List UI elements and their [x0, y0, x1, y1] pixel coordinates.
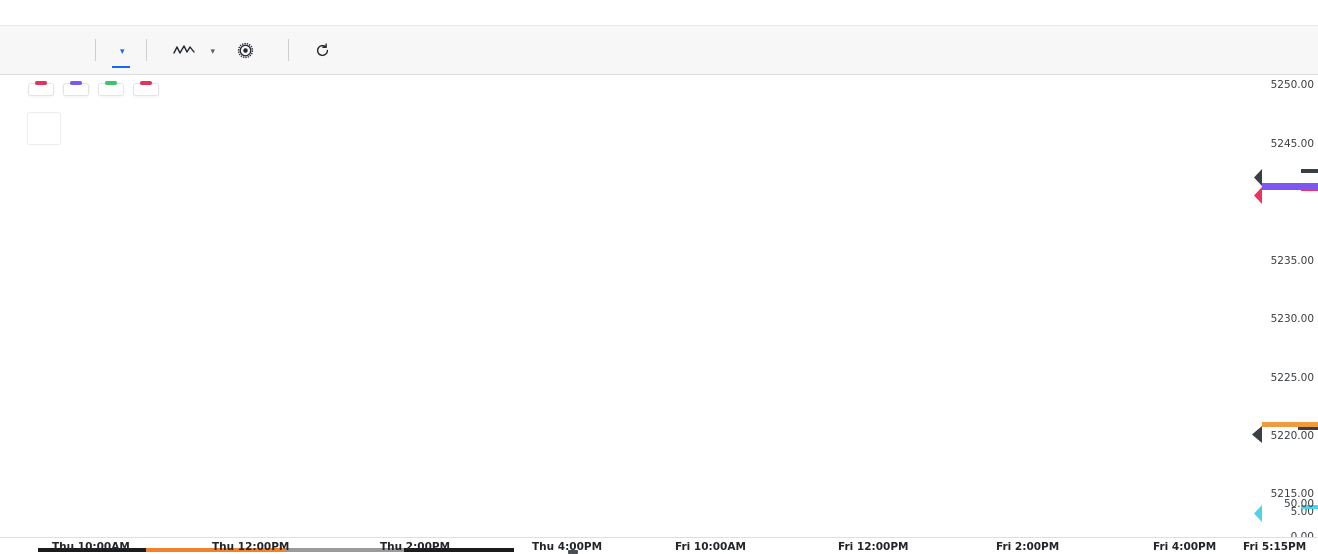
x-tick-label: Thu 12:00PM [212, 541, 290, 553]
range-bar-black [404, 548, 514, 552]
y-tick-label: 5235.00 [1270, 255, 1314, 267]
range-tab-custom[interactable]: ▾ [109, 33, 133, 68]
crosshair-price-pill [1301, 169, 1318, 173]
sma-price-marker [1262, 183, 1318, 190]
chevron-down-icon: ▾ [210, 45, 216, 56]
reset-icon [315, 42, 330, 58]
ohlc-table [36, 119, 48, 137]
compare-button[interactable] [48, 33, 82, 67]
y-tick-label: 5230.00 [1270, 313, 1314, 325]
y-tick-label: 50.00 [1283, 498, 1314, 510]
x-tick-label: Fri 4:00PM [1153, 541, 1217, 553]
stoch-pill-notch [1254, 505, 1262, 522]
macd-pill-notch [1252, 426, 1262, 443]
ohlc-key [36, 134, 48, 137]
settings-button[interactable] [228, 33, 275, 67]
chart-type-button[interactable]: ▾ [160, 33, 229, 67]
legend-chip-ema50-b[interactable] [133, 81, 159, 96]
toolbar-divider [95, 39, 96, 61]
chart-toolbar: ▾ ▾ [0, 25, 1318, 75]
macd-value-pill [1298, 426, 1318, 430]
x-tick-label: Thu 4:00PM [532, 541, 603, 553]
x-tick-label: Fri 5:15PM [1243, 541, 1307, 553]
chart-svg [0, 75, 1318, 554]
x-axis: Thu 10:00AM Thu 12:00PM Thu 2:00PM Thu 4… [0, 537, 1318, 554]
line-chart-icon [172, 43, 195, 57]
y-tick-label: 5215.00 [1270, 488, 1314, 500]
x-tick-label: Fri 12:00PM [838, 541, 909, 553]
legend-chip-ixic[interactable] [28, 81, 54, 96]
legend-chip-sma50[interactable] [63, 81, 89, 96]
reset-button[interactable] [302, 33, 351, 67]
y-tick-label: 5250.00 [1270, 79, 1314, 91]
y-tick-label: 5225.00 [1270, 372, 1314, 384]
active-tab-underline [112, 65, 130, 68]
y-tick-label: 5.00 [1290, 506, 1314, 518]
quote-header [0, 0, 1318, 25]
range-bar-gray [286, 548, 408, 552]
legend-color-bar [140, 81, 152, 85]
legend-chip-ema50-a[interactable] [98, 81, 124, 96]
x-tick-label: Thu 10:00AM [52, 541, 130, 553]
macd-signal-marker [1262, 422, 1318, 427]
toolbar-divider [288, 39, 290, 61]
price-pill-notch [1254, 169, 1262, 186]
stoch-value-pill [1301, 505, 1318, 509]
y-tick-label: 5220.00 [1270, 430, 1314, 442]
chart-legend [28, 81, 159, 96]
ohlc-row [36, 134, 48, 137]
range-bar-black [38, 548, 238, 552]
toolbar-divider [145, 39, 147, 61]
x-tick-label: Thu 2:00PM [380, 541, 451, 553]
y-tick-label: 5245.00 [1270, 138, 1314, 150]
x-tick-label: Fri 2:00PM [996, 541, 1060, 553]
chart-plot-area[interactable]: 5250.00 5245.00 5235.00 5230.00 5225.00 … [0, 75, 1318, 554]
gear-icon [237, 42, 254, 59]
range-bar-orange [146, 548, 292, 552]
legend-color-bar [105, 81, 117, 85]
ohlc-tooltip [27, 112, 61, 145]
legend-color-bar [35, 81, 47, 85]
x-tick-label: Fri 10:00AM [675, 541, 746, 553]
chevron-down-icon: ▾ [120, 45, 125, 56]
add-indicator-button[interactable] [14, 33, 48, 67]
legend-color-bar [70, 81, 82, 85]
crosshair-time-label [568, 550, 578, 554]
last-price-pill-notch [1254, 187, 1262, 204]
